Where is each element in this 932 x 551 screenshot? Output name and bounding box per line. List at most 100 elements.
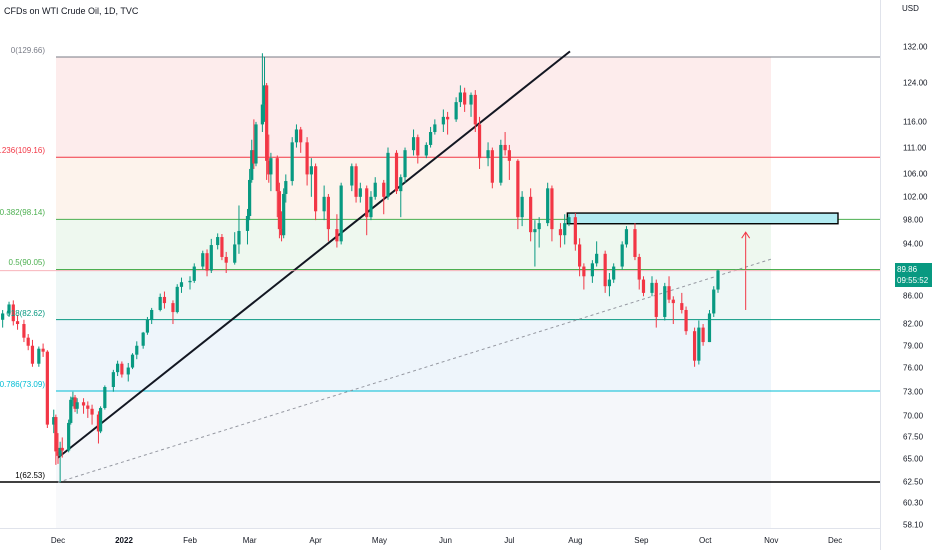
candle-body <box>477 124 482 159</box>
candle-body <box>130 354 135 368</box>
price-tick-label: 98.00 <box>903 215 924 225</box>
candle-body <box>252 150 256 164</box>
candle-body <box>11 304 15 322</box>
chart-area[interactable]: CFDs on WTI Crude Oil, 1D, TVC 0(129.66)… <box>0 0 880 528</box>
candle-body <box>386 152 390 197</box>
candle-body <box>499 144 503 183</box>
candle-body <box>54 417 58 452</box>
time-tick-label: Jul <box>504 536 515 545</box>
candle-body <box>314 166 318 212</box>
candle-body <box>30 345 35 364</box>
candle-body <box>171 303 175 313</box>
candle-body <box>573 217 577 245</box>
fib-band <box>56 219 771 270</box>
candle-body <box>22 324 26 338</box>
chart-canvas[interactable] <box>0 0 880 528</box>
time-tick-label: Feb <box>183 536 197 545</box>
candle-body <box>56 451 60 456</box>
price-tick-label: 111.00 <box>903 143 927 153</box>
candle-body <box>305 142 309 175</box>
candle-body <box>667 286 671 300</box>
fib-band <box>56 319 771 392</box>
candle-body <box>641 279 646 293</box>
price-tick-label: 70.00 <box>903 411 924 421</box>
candle-body <box>71 397 75 400</box>
candle-body <box>590 263 594 277</box>
candle-body <box>624 229 629 245</box>
time-tick-label: Dec <box>827 536 843 545</box>
candle-body <box>550 188 554 230</box>
candle-body <box>220 237 224 257</box>
candle-body <box>111 372 115 388</box>
candle-body <box>441 116 445 125</box>
candle-body <box>86 405 90 409</box>
time-axis[interactable]: Dec 2022 Feb Mar Apr May Jun Jul Aug Sep Oct Nov Dec <box>0 528 880 551</box>
candle-body <box>558 229 563 236</box>
candle-body <box>58 447 62 456</box>
candle-body <box>507 150 511 161</box>
candle-body <box>103 387 107 408</box>
candle-body <box>567 217 571 224</box>
candle-body <box>265 85 269 161</box>
candle-body <box>473 94 477 125</box>
price-tick-label: 62.50 <box>903 477 924 487</box>
candle-body <box>692 331 697 361</box>
price-tick-label: 67.50 <box>903 432 924 442</box>
candle-body <box>399 177 403 192</box>
candle-body <box>116 363 120 373</box>
fib-label-fib_236: 0.236(109.16) <box>0 146 45 156</box>
time-tick-label: Jun <box>439 536 452 545</box>
time-tick-label: May <box>371 536 388 545</box>
fib-band <box>56 391 771 482</box>
candle-body <box>365 188 369 218</box>
candle-body <box>15 321 20 325</box>
candle-body <box>205 253 209 271</box>
candle-body <box>126 367 130 375</box>
candle-body <box>433 124 437 133</box>
candle-body <box>120 363 124 375</box>
time-tick-label: Nov <box>764 536 779 545</box>
candle-body <box>424 144 428 156</box>
price-tick-label: 86.00 <box>903 291 924 301</box>
candle-body <box>633 229 637 257</box>
price-tick-label: 58.10 <box>903 520 924 530</box>
time-tick-label: 2022 <box>115 536 133 545</box>
candle-body <box>275 158 279 192</box>
candle-body <box>684 309 688 332</box>
currency-label: USD <box>902 4 919 13</box>
candle-body <box>254 124 258 164</box>
candle-body <box>141 332 145 346</box>
candle-body <box>411 137 416 151</box>
candle-body <box>1 313 5 320</box>
candle-body <box>158 296 162 310</box>
candle-body <box>262 85 267 105</box>
candle-body <box>582 266 586 277</box>
candle-body <box>620 244 624 267</box>
candle-body <box>369 196 373 218</box>
candle-body <box>188 280 192 283</box>
time-tick-label: Apr <box>309 536 322 545</box>
price-tick-label: 65.00 <box>903 454 924 464</box>
chart-title: CFDs on WTI Crude Oil, 1D, TVC <box>4 6 139 16</box>
candle-body <box>162 296 167 304</box>
price-tick-label: 124.00 <box>903 78 928 88</box>
candle-body <box>267 160 271 175</box>
fib-label-fib_618: 618(82.62) <box>6 308 45 318</box>
candle-body <box>248 179 252 216</box>
candle-body <box>358 188 362 197</box>
candle-body <box>81 402 86 406</box>
time-tick-label: Mar <box>242 536 257 545</box>
candle-body <box>245 215 250 231</box>
candle-body <box>26 337 30 346</box>
price-tick-label: 60.30 <box>903 498 924 508</box>
time-tick-label: Oct <box>698 536 712 545</box>
candle-body <box>350 166 354 186</box>
candle-body <box>716 270 720 290</box>
price-tick-label: 79.00 <box>903 341 924 351</box>
candle-body <box>290 142 294 182</box>
support-trendline <box>57 50 571 459</box>
price-tick-label: 106.00 <box>903 169 928 179</box>
candle-body <box>428 132 433 145</box>
candle-body <box>490 150 494 183</box>
resistance-zone <box>566 212 839 225</box>
